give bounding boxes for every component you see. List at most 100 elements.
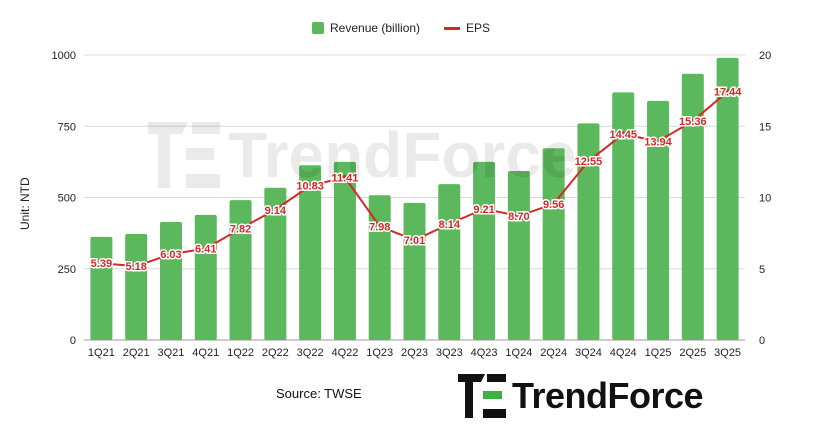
- x-tick-label: 1Q23: [366, 347, 393, 359]
- revenue-bar: [681, 73, 704, 340]
- eps-data-label: 6.41: [195, 244, 216, 256]
- source-note: Source: TWSE: [276, 386, 362, 401]
- y2-tick-label: 15: [759, 121, 771, 133]
- eps-data-label: 9.14: [265, 205, 287, 217]
- eps-point: [133, 263, 139, 269]
- eps-data-label: 11.41: [331, 172, 358, 184]
- eps-point: [377, 223, 383, 229]
- eps-point: [481, 206, 487, 212]
- legend-label-eps: EPS: [466, 21, 491, 35]
- eps-data-label: 8.14: [439, 219, 461, 231]
- eps-data-label: 5.39: [91, 258, 112, 270]
- eps-data-label: 13.94: [644, 136, 672, 148]
- eps-data-label: 5.18: [125, 261, 146, 273]
- x-tick-label: 3Q22: [297, 347, 324, 359]
- eps-data-label: 12.55: [575, 156, 603, 168]
- axis-ticks: 0 0 250 5 500 10 750 15 1000 20 1Q21 2Q21 3Q21 4Q21 1Q…: [52, 50, 772, 359]
- revenue-bar: [229, 200, 252, 340]
- eps-data-label: 14.45: [609, 129, 637, 141]
- eps-point: [690, 118, 696, 124]
- eps-point: [585, 158, 591, 164]
- eps-point: [98, 260, 104, 266]
- chart-legend: Revenue (billion) EPS: [312, 21, 504, 35]
- revenue-bar: [299, 165, 322, 340]
- eps-point: [272, 207, 278, 213]
- y-tick-label: 500: [58, 193, 76, 205]
- x-tick-label: 4Q23: [471, 347, 498, 359]
- legend-item-eps: EPS: [444, 21, 490, 35]
- eps-data-label: 6.03: [160, 249, 181, 261]
- revenue-bars: [90, 57, 739, 341]
- x-tick-label: 1Q22: [227, 347, 254, 359]
- x-tick-label: 1Q25: [645, 347, 672, 359]
- x-tick-label: 3Q24: [575, 347, 602, 359]
- eps-point: [238, 226, 244, 232]
- eps-point: [655, 138, 661, 144]
- revenue-bar: [473, 161, 496, 340]
- revenue-bar: [647, 100, 670, 340]
- brand-logo: TrendForce: [458, 374, 704, 418]
- revenue-bar: [90, 236, 113, 340]
- x-tick-label: 2Q22: [262, 347, 289, 359]
- eps-data-label: 10.83: [296, 181, 324, 193]
- eps-point: [725, 88, 731, 94]
- x-tick-label: 4Q24: [610, 347, 637, 359]
- revenue-bar: [403, 202, 426, 340]
- x-tick-label: 2Q25: [679, 347, 706, 359]
- gridlines: [84, 54, 745, 341]
- revenue-bar: [264, 187, 287, 340]
- y-tick-label: 1000: [52, 50, 76, 62]
- x-tick-label: 1Q24: [505, 347, 532, 359]
- eps-point: [516, 213, 522, 219]
- x-tick-label: 2Q23: [401, 347, 428, 359]
- x-tick-label: 4Q22: [331, 347, 358, 359]
- eps-data-label: 15.36: [679, 116, 707, 128]
- y-tick-label: 750: [58, 121, 76, 133]
- eps-data-label: 9.21: [473, 204, 494, 216]
- y2-tick-label: 20: [759, 50, 771, 62]
- x-tick-label: 4Q21: [192, 347, 219, 359]
- x-tick-label: 3Q25: [714, 347, 741, 359]
- y2-tick-label: 10: [759, 193, 771, 205]
- revenue-bar: [507, 170, 530, 340]
- y-axis-label: Unit: NTD: [18, 177, 32, 230]
- y-tick-label: 0: [70, 335, 76, 347]
- revenue-bar: [159, 222, 182, 340]
- legend-swatch-eps: [444, 26, 461, 30]
- eps-point: [307, 183, 313, 189]
- eps-point: [203, 246, 209, 252]
- eps-data-label: 7.98: [369, 221, 390, 233]
- revenue-bar: [577, 123, 600, 341]
- y-tick-label: 250: [58, 264, 76, 276]
- eps-data-label: 7.01: [404, 235, 425, 247]
- eps-point: [412, 237, 417, 243]
- revenue-bar: [125, 233, 148, 340]
- eps-data-label: 9.56: [543, 199, 564, 211]
- x-tick-label: 2Q21: [123, 347, 150, 359]
- legend-item-revenue: Revenue (billion): [312, 21, 420, 35]
- x-tick-label: 2Q24: [540, 347, 567, 359]
- eps-line: 5.39 5.18 6.03 6.41 7.82 9.14 10.83 11.41 7.98 7.…: [89, 85, 744, 275]
- eps-point: [168, 251, 174, 257]
- x-tick-label: 3Q21: [158, 347, 185, 359]
- trendforce-logo-icon: [458, 374, 506, 418]
- eps-point: [620, 131, 626, 137]
- revenue-bar: [716, 57, 739, 340]
- legend-swatch-revenue: [312, 22, 324, 34]
- revenue-bar: [542, 148, 565, 340]
- eps-point: [446, 221, 452, 227]
- logo-text: TrendForce: [512, 375, 704, 416]
- x-tick-label: 1Q21: [88, 347, 115, 359]
- y2-tick-label: 0: [759, 335, 765, 347]
- revenue-bar: [612, 92, 635, 341]
- legend-label-revenue: Revenue (billion): [330, 21, 421, 35]
- eps-data-label: 8.70: [508, 211, 529, 223]
- eps-data-label: 7.82: [230, 224, 251, 236]
- revenue-bar: [438, 184, 461, 340]
- eps-point: [342, 174, 348, 180]
- revenue-bar: [194, 214, 217, 340]
- revenue-bar: [368, 195, 391, 340]
- eps-data-label: 17.44: [714, 86, 742, 98]
- y2-tick-label: 5: [759, 264, 765, 276]
